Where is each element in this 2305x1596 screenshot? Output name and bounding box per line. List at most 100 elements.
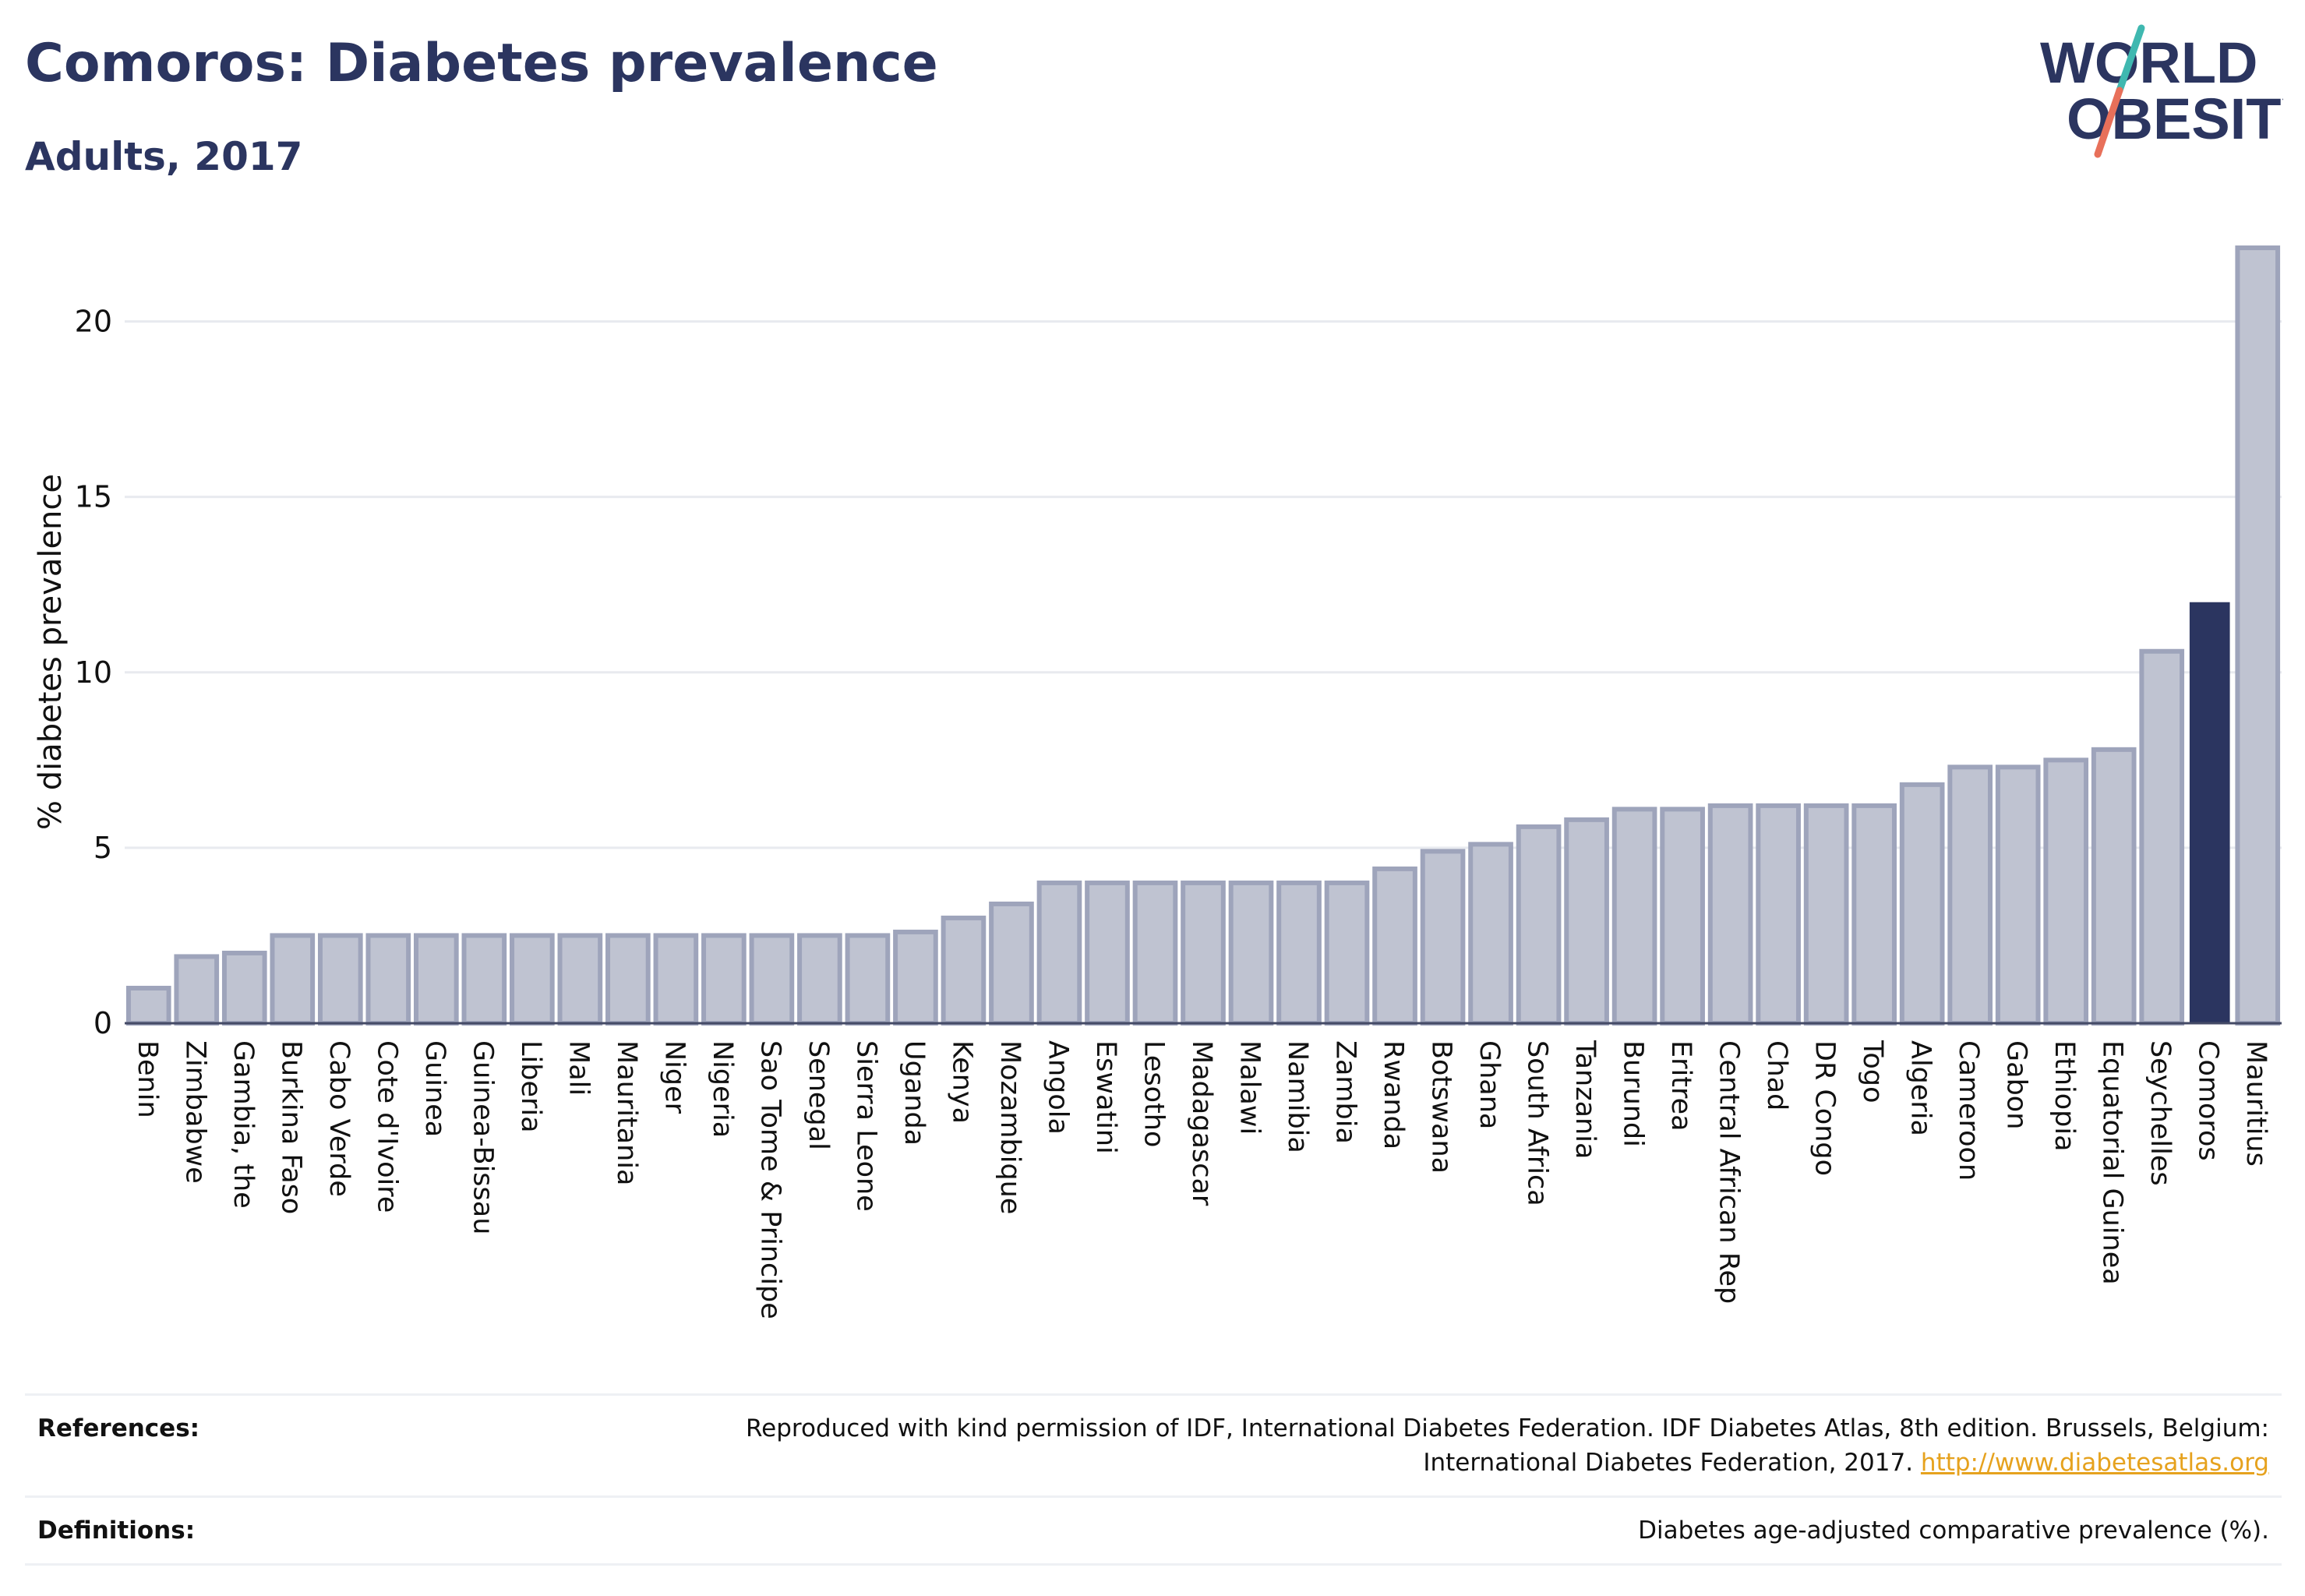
- bar-mauritania: [605, 933, 651, 1026]
- x-tick-label: Burkina Faso: [275, 1040, 306, 1214]
- x-tick-label: Ethiopia: [2049, 1040, 2080, 1152]
- x-tick-label: Nigeria: [707, 1040, 738, 1138]
- definitions-label: Definitions:: [25, 1495, 299, 1566]
- x-tick-label: Guinea: [419, 1040, 450, 1137]
- x-tick-label: Cote d'Ivoire: [371, 1040, 402, 1213]
- bar-eritrea: [1660, 807, 1705, 1026]
- bar-zambia: [1324, 880, 1370, 1026]
- x-tick-label: Eritrea: [1665, 1040, 1696, 1132]
- bar-benin: [125, 985, 171, 1026]
- x-tick-label: Gambia, the: [228, 1040, 259, 1209]
- x-tick-label: Botswana: [1426, 1040, 1457, 1174]
- x-tick-label: Zambia: [1330, 1040, 1361, 1144]
- y-tick-label: 15: [75, 480, 112, 514]
- bar-guinea-bissau: [461, 933, 507, 1026]
- definitions-text: Diabetes age-adjusted comparative preval…: [299, 1495, 2282, 1566]
- bar-sao-tome-principe: [749, 933, 795, 1026]
- x-tick-label: Eswatini: [1090, 1040, 1121, 1154]
- bar-ghana: [1468, 842, 1513, 1026]
- bar-comoros: [2189, 602, 2230, 1023]
- bar-uganda: [893, 929, 938, 1026]
- x-axis-ticks: Benin Zimbabwe Gambia, the Burkina Faso Cabo…: [132, 1040, 2271, 1319]
- bar-zimbabwe: [174, 954, 220, 1026]
- bar-gabon: [1995, 764, 2041, 1026]
- x-tick-label: Tanzania: [1569, 1040, 1601, 1159]
- bar-sierra-leone: [845, 933, 891, 1026]
- bar-burundi: [1611, 807, 1657, 1026]
- references-row: References: Reproduced with kind permiss…: [25, 1393, 2282, 1498]
- x-tick-label: Algeria: [1905, 1040, 1936, 1136]
- bar-tanzania: [1564, 817, 1609, 1026]
- x-tick-label: Guinea-Bissau: [467, 1040, 498, 1234]
- x-tick-label: Liberia: [515, 1040, 546, 1133]
- x-tick-label: Sierra Leone: [850, 1040, 881, 1212]
- logo-line-1: WORLD: [2040, 30, 2258, 95]
- x-tick-label: Sao Tome & Principe: [754, 1040, 785, 1319]
- x-tick-label: Seychelles: [2144, 1040, 2176, 1186]
- x-tick-label: Madagascar: [1186, 1040, 1217, 1206]
- x-tick-label: Benin: [132, 1040, 163, 1118]
- x-tick-label: Mauritania: [611, 1040, 642, 1185]
- bar-cabo-verde: [317, 933, 363, 1026]
- bar-senegal: [797, 933, 842, 1026]
- bar-cameroon: [1947, 764, 1993, 1026]
- references-link[interactable]: http://www.diabetesatlas.org: [1920, 1449, 2269, 1477]
- bar-chart: 0 5 10 15 20 Benin Zimbabwe Gambia, the Burkina…: [33, 245, 2282, 1319]
- bar-lesotho: [1132, 880, 1178, 1026]
- logo-slash-bottom: [2094, 87, 2123, 158]
- bar-namibia: [1276, 880, 1322, 1026]
- bar-malawi: [1228, 880, 1274, 1026]
- bar-ethiopia: [2043, 757, 2089, 1026]
- x-tick-label: Equatorial Guinea: [2097, 1040, 2128, 1285]
- x-tick-label: Cabo Verde: [323, 1040, 355, 1197]
- bar-chad: [1756, 803, 1801, 1026]
- bar-madagascar: [1181, 880, 1226, 1026]
- x-tick-label: Togo: [1857, 1040, 1888, 1103]
- y-tick-label: 10: [75, 655, 112, 690]
- x-tick-label: Cameroon: [1953, 1040, 1984, 1181]
- bar-eswatini: [1085, 880, 1130, 1026]
- x-tick-label: DR Congo: [1809, 1040, 1841, 1176]
- references-text-line-2: International Diabetes Federation, 2017.: [1423, 1449, 1914, 1477]
- bar-liberia: [510, 933, 555, 1026]
- bar-rwanda: [1372, 866, 1417, 1026]
- world-obesity-logo: WORLD OBESITY: [2040, 24, 2283, 158]
- bar-dr-congo: [1803, 803, 1849, 1026]
- x-tick-label: Senegal: [803, 1040, 834, 1150]
- references-label: References:: [25, 1393, 299, 1498]
- references-text: Reproduced with kind permission of IDF, …: [299, 1393, 2282, 1498]
- x-tick-label: Mali: [563, 1040, 594, 1096]
- bar-mali: [557, 933, 603, 1026]
- bar-kenya: [941, 915, 987, 1026]
- bar-equatorial-guinea: [2091, 747, 2137, 1026]
- bar-algeria: [1899, 782, 1945, 1026]
- x-tick-label: Zimbabwe: [179, 1040, 210, 1184]
- page-title: Comoros: Diabetes prevalence: [25, 33, 938, 94]
- x-tick-label: Ghana: [1474, 1040, 1505, 1129]
- bar-burkina-faso: [270, 933, 316, 1026]
- bar-central-african-rep: [1707, 803, 1753, 1026]
- x-tick-label: Kenya: [946, 1040, 977, 1124]
- bar-togo: [1851, 803, 1897, 1026]
- y-tick-label: 5: [94, 831, 112, 865]
- definitions-row: Definitions: Diabetes age-adjusted compa…: [25, 1495, 2282, 1566]
- bar-botswana: [1420, 849, 1466, 1026]
- x-tick-label: Rwanda: [1378, 1040, 1409, 1149]
- bar-guinea: [413, 933, 459, 1026]
- x-tick-label: Comoros: [2193, 1040, 2224, 1161]
- y-tick-label: 20: [75, 305, 112, 339]
- x-tick-label: Angola: [1042, 1040, 1073, 1135]
- page-subtitle: Adults, 2017: [25, 134, 303, 179]
- bar-nigeria: [701, 933, 747, 1026]
- references-table: References: Reproduced with kind permiss…: [25, 1393, 2282, 1566]
- bar-cote-d-ivoire: [365, 933, 411, 1026]
- bar-mauritius: [2235, 245, 2281, 1026]
- x-tick-label: Mauritius: [2240, 1040, 2271, 1167]
- x-tick-label: Burundi: [1618, 1040, 1649, 1147]
- bars: [125, 245, 2281, 1026]
- bar-south-africa: [1516, 824, 1562, 1026]
- x-tick-label: Lesotho: [1138, 1040, 1169, 1147]
- x-tick-label: Uganda: [898, 1040, 930, 1146]
- x-tick-label: Gabon: [2001, 1040, 2032, 1129]
- x-tick-label: Malawi: [1234, 1040, 1265, 1135]
